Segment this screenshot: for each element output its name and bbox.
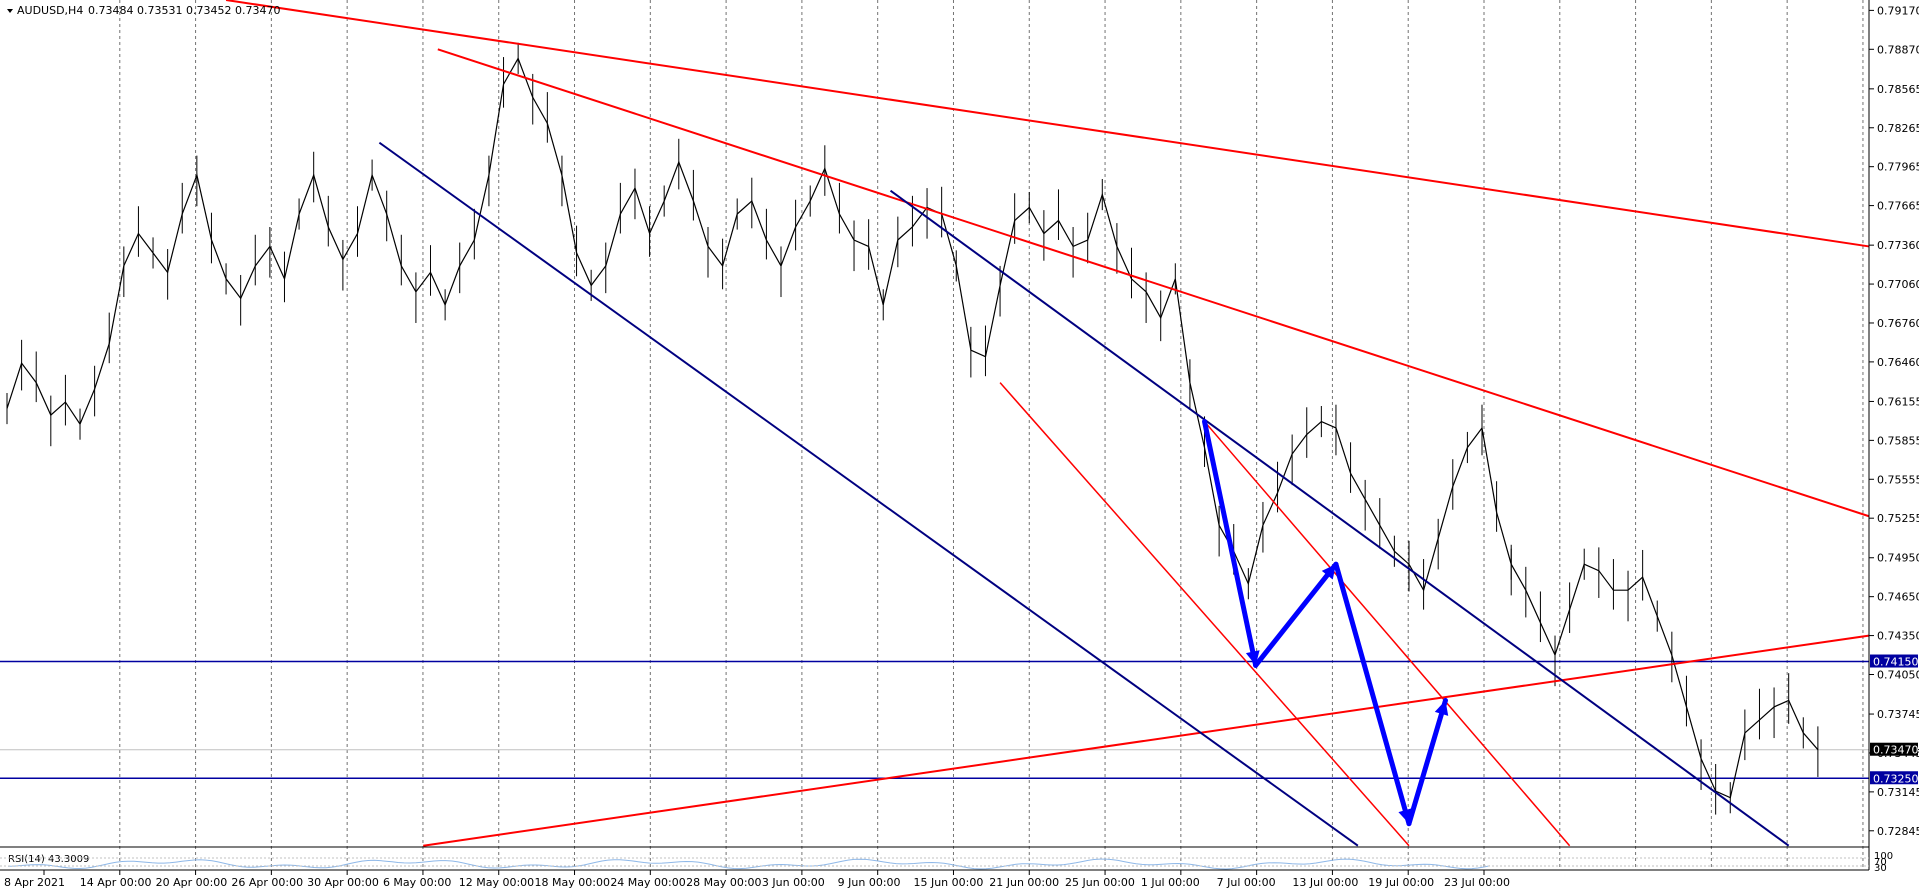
horizontal-levels	[0, 660, 1869, 780]
rsi-pane: RSI(14) 43.3009 100 70 30	[0, 851, 1893, 874]
chart-header[interactable]: AUDUSD,H4 0.73484 0.73531 0.73452 0.7347…	[7, 4, 280, 17]
wave-arrow[interactable]	[1406, 697, 1448, 827]
time-tick-label: 21 Jun 00:00	[989, 876, 1059, 889]
price-tag	[1870, 742, 1918, 756]
time-tick-label: 30 Apr 00:00	[307, 876, 379, 889]
rsi-scale-100: 100	[1874, 851, 1893, 862]
price-tick-label: 0.78565	[1877, 83, 1919, 96]
trendline[interactable]	[889, 189, 1790, 847]
time-tick-label: 9 Jun 00:00	[838, 876, 901, 889]
price-tick-label: 0.76460	[1877, 356, 1919, 369]
time-tick-label: 6 May 00:00	[383, 876, 451, 889]
price-tick-label: 0.75555	[1877, 473, 1919, 486]
price-axis: 0.79170 0.78870 0.78565 0.78265 0.77965 0.776…	[1869, 4, 1919, 838]
price-tick-label: 0.74350	[1877, 630, 1919, 643]
symbol-label: AUDUSD,H4	[17, 4, 83, 17]
price-tag-label: 0.74150	[1873, 656, 1919, 669]
price-tick-label: 0.77665	[1877, 200, 1919, 213]
plot-area	[5, 0, 1869, 847]
wave-arrow[interactable]	[1333, 561, 1412, 827]
price-tick-label: 0.77965	[1877, 161, 1919, 174]
time-tick-label: 12 May 00:00	[459, 876, 534, 889]
price-line	[6, 56, 1512, 592]
time-tick-label: 26 Apr 00:00	[231, 876, 303, 889]
price-tick-label: 0.76760	[1877, 317, 1919, 330]
time-tick-label: 14 Apr 00:00	[80, 876, 152, 889]
rsi-label: RSI(14) 43.3009	[8, 854, 89, 865]
ohlc-label: 0.73484 0.73531 0.73452 0.73470	[88, 4, 280, 17]
price-series	[6, 42, 1819, 815]
wave-arrow[interactable]	[1202, 419, 1259, 668]
price-tick-label: 0.78265	[1877, 122, 1919, 135]
trendline[interactable]	[423, 634, 1870, 847]
time-tick-label: 28 May 00:00	[686, 876, 761, 889]
time-tick-label: 24 May 00:00	[610, 876, 685, 889]
price-tick-label: 0.74050	[1877, 668, 1919, 681]
arrow-head-icon	[1321, 564, 1336, 580]
time-tick-label: 7 Jul 00:00	[1217, 876, 1276, 889]
trendline[interactable]	[378, 141, 1359, 847]
time-tick-label: 15 Jun 00:00	[913, 876, 983, 889]
price-tick-label: 0.77060	[1877, 278, 1919, 291]
price-tick-label: 0.73145	[1877, 786, 1919, 799]
wave-arrows	[1202, 419, 1449, 827]
price-line	[1510, 563, 1819, 799]
price-tag-label: 0.73250	[1873, 772, 1919, 785]
price-tag-label: 0.73470	[1873, 744, 1919, 757]
price-tick-label: 0.76155	[1877, 395, 1919, 408]
price-tick-label: 0.75255	[1877, 512, 1919, 525]
time-tick-label: 13 Jul 00:00	[1292, 876, 1358, 889]
time-tick-label: 18 May 00:00	[535, 876, 610, 889]
time-tick-label: 3 Jun 00:00	[762, 876, 825, 889]
price-tick-label: 0.73745	[1877, 708, 1919, 721]
price-tick-label: 0.78870	[1877, 43, 1919, 56]
time-tick-label: 1 Jul 00:00	[1141, 876, 1200, 889]
time-tick-label: 8 Apr 2021	[4, 876, 65, 889]
price-tick-label: 0.75855	[1877, 434, 1919, 447]
trendlines	[225, 0, 1870, 847]
price-tag	[1870, 771, 1918, 785]
rsi-scale-30: 30	[1874, 863, 1887, 874]
wave-arrow[interactable]	[1253, 561, 1339, 668]
time-tick-label: 23 Jul 00:00	[1444, 876, 1510, 889]
price-tags: 0.74150 0.73250 0.73470	[1870, 654, 1919, 785]
trendline[interactable]	[999, 382, 1410, 847]
rsi-line	[7, 858, 1491, 870]
trendline[interactable]	[437, 48, 1870, 518]
price-tag	[1870, 654, 1918, 668]
grid	[119, 0, 1864, 870]
trendline[interactable]	[1203, 421, 1571, 847]
rsi-scale-70: 70	[1874, 857, 1887, 868]
price-tick-label: 0.72845	[1877, 825, 1919, 838]
time-tick-label: 20 Apr 00:00	[156, 876, 228, 889]
axes	[0, 0, 1870, 871]
price-tick-label: 0.77360	[1877, 239, 1919, 252]
trendline[interactable]	[225, 0, 1870, 248]
time-axis: 8 Apr 2021 14 Apr 00:00 20 Apr 00:00 26 Apr…	[4, 870, 1510, 889]
price-tick-label: 0.79170	[1877, 4, 1919, 17]
time-tick-label: 19 Jul 00:00	[1368, 876, 1434, 889]
price-tick-label: 0.74950	[1877, 552, 1919, 565]
time-tick-label: 25 Jun 00:00	[1065, 876, 1135, 889]
collapse-triangle-icon[interactable]	[7, 9, 13, 13]
price-tick-label: 0.74650	[1877, 591, 1919, 604]
arrow-head-icon	[1434, 700, 1449, 716]
